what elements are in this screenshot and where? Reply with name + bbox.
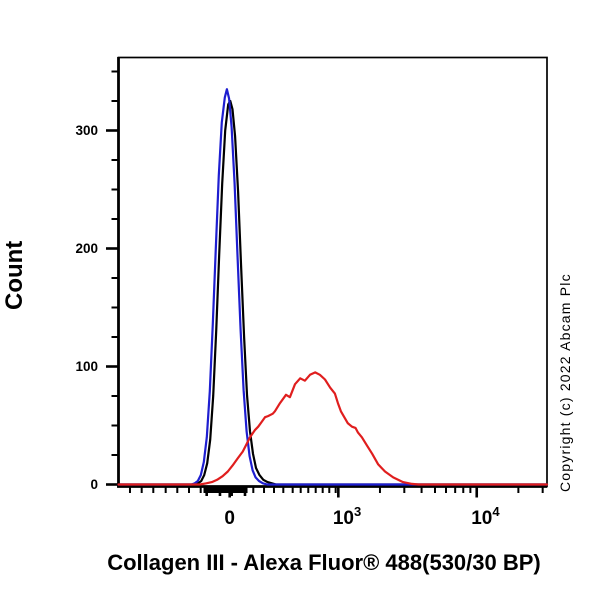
x-tick-label: 0 xyxy=(224,508,235,529)
y-axis-title: Count xyxy=(1,240,28,310)
x-tick-label: 103 xyxy=(332,504,362,529)
curve-control-black xyxy=(117,99,549,486)
x-axis-title: Collagen III - Alexa Fluor® 488(530/30 B… xyxy=(107,550,541,575)
copyright-notice: Copyright (c) 2022 Abcam Plc xyxy=(557,273,573,492)
plot-border xyxy=(117,56,548,488)
curve-collagen-iii-red xyxy=(117,371,549,486)
y-tick-label: 0 xyxy=(90,476,98,492)
curve-control-blue xyxy=(117,88,549,486)
x-zero-tick-cluster xyxy=(203,487,248,493)
y-tick-label: 200 xyxy=(75,240,98,256)
y-tick-label: 100 xyxy=(75,358,98,374)
x-tick-label: 104 xyxy=(471,504,500,529)
y-tick-label: 300 xyxy=(75,122,98,138)
